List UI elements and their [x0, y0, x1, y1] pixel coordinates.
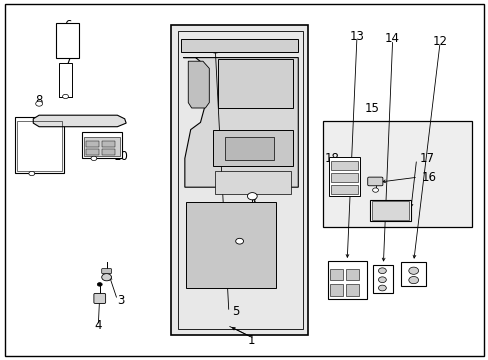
Circle shape	[97, 283, 102, 286]
Text: 2: 2	[257, 211, 265, 224]
Text: 7: 7	[63, 57, 71, 69]
Bar	[329, 269, 342, 280]
Bar	[56, 23, 79, 58]
FancyBboxPatch shape	[102, 269, 111, 274]
Bar	[102, 149, 115, 155]
FancyBboxPatch shape	[94, 293, 105, 303]
Bar	[330, 185, 358, 194]
Bar	[215, 171, 290, 194]
Polygon shape	[188, 61, 209, 108]
Circle shape	[62, 94, 68, 99]
Circle shape	[91, 156, 97, 161]
Polygon shape	[171, 25, 307, 335]
Circle shape	[235, 238, 243, 244]
Polygon shape	[183, 58, 298, 187]
Text: 12: 12	[432, 35, 447, 48]
Bar	[17, 121, 61, 171]
Bar	[86, 141, 99, 147]
Text: 16: 16	[421, 171, 436, 184]
Circle shape	[102, 274, 111, 281]
Circle shape	[378, 268, 386, 274]
Bar	[330, 161, 358, 170]
Circle shape	[36, 101, 42, 106]
Text: 5: 5	[232, 305, 239, 318]
Text: 11: 11	[72, 116, 86, 129]
Text: 3: 3	[117, 294, 124, 307]
Bar	[371, 201, 408, 220]
Text: 17: 17	[419, 152, 434, 165]
Circle shape	[247, 193, 257, 200]
Bar	[224, 137, 273, 160]
Bar	[369, 200, 410, 221]
Circle shape	[378, 277, 386, 283]
Bar	[185, 202, 276, 288]
FancyBboxPatch shape	[367, 177, 382, 186]
Circle shape	[408, 267, 418, 274]
Text: 14: 14	[385, 32, 399, 45]
Circle shape	[408, 276, 418, 284]
Text: 9: 9	[22, 127, 30, 140]
Bar	[327, 261, 366, 299]
Circle shape	[372, 188, 378, 192]
Bar	[328, 157, 360, 196]
Bar	[84, 137, 120, 156]
Bar	[346, 269, 358, 280]
Text: 18: 18	[325, 152, 339, 165]
Text: 6: 6	[63, 19, 71, 32]
Bar	[322, 121, 471, 227]
Text: 4: 4	[94, 319, 102, 332]
Bar	[82, 132, 122, 158]
Bar	[212, 130, 293, 166]
Bar	[181, 39, 298, 52]
Bar	[15, 117, 63, 173]
Bar	[102, 141, 115, 147]
Text: 10: 10	[114, 150, 128, 163]
Bar	[86, 149, 99, 155]
Text: 1: 1	[247, 334, 255, 347]
Polygon shape	[33, 115, 126, 127]
Bar	[400, 262, 426, 286]
Bar	[346, 284, 358, 296]
Text: 13: 13	[349, 30, 364, 42]
Text: 15: 15	[364, 102, 378, 115]
Circle shape	[29, 171, 35, 176]
Bar	[329, 284, 342, 296]
Bar	[330, 173, 358, 182]
Circle shape	[378, 285, 386, 291]
Bar	[59, 63, 72, 97]
Bar	[217, 59, 293, 108]
Text: 8: 8	[35, 94, 43, 107]
Bar	[372, 265, 392, 293]
